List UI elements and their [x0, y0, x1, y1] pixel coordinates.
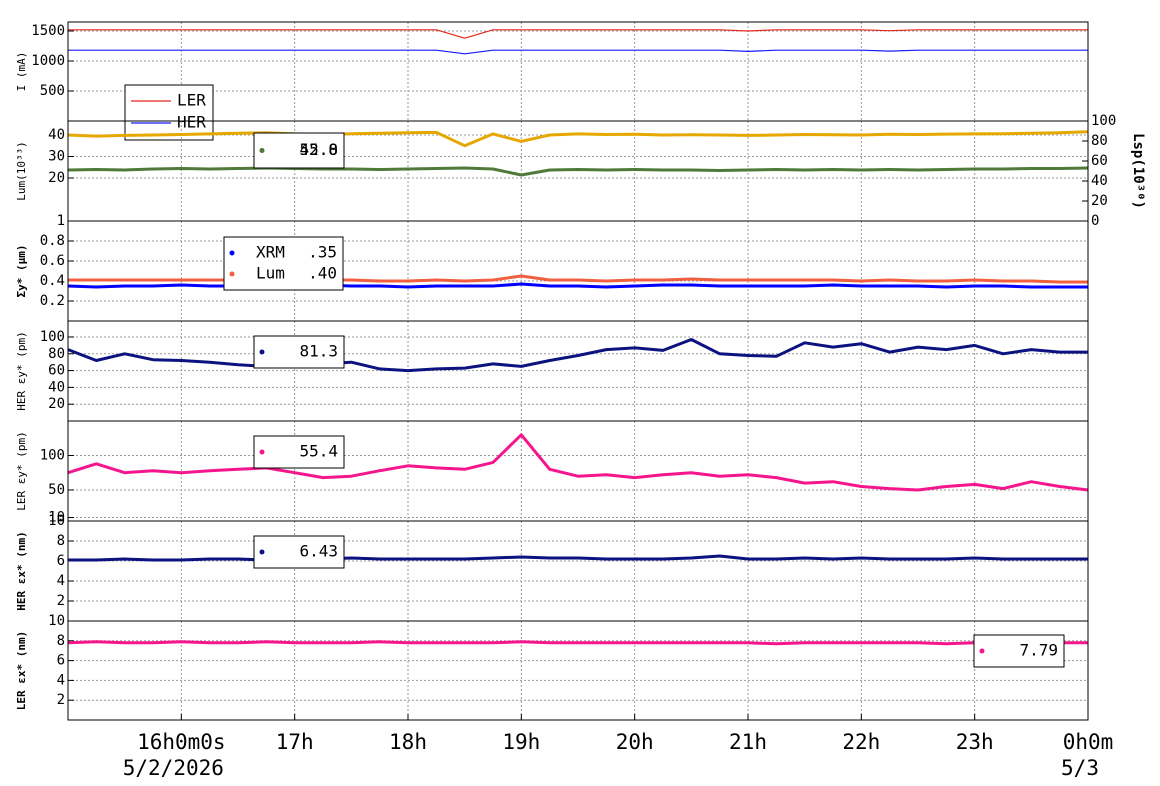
y-tick-label: 40: [48, 127, 65, 143]
legend-box: [253, 435, 345, 469]
x-tick-label: 21h: [729, 730, 767, 754]
y-axis-label: LER εx* (nm): [15, 631, 28, 710]
x-tick-label: 18h: [389, 730, 427, 754]
y-axis-label: HER εy* (pm): [15, 331, 28, 410]
legend-box: [253, 132, 345, 169]
series-line: [67, 130, 1089, 148]
legend-box: [124, 84, 214, 141]
y-axis-label: Σy* (μm): [15, 245, 28, 298]
y-tick-label: 1: [57, 213, 65, 229]
plot-frame: [67, 620, 1089, 721]
y-tick-label: 2: [57, 692, 65, 708]
x-tick-label: 16h0m0s: [137, 730, 226, 754]
legend-dot: [259, 449, 265, 455]
y2-axis-label: Lsp(10³⁰): [1130, 133, 1146, 209]
x-date-label: 5/3: [1061, 756, 1099, 780]
x-tick-label: 22h: [842, 730, 880, 754]
legend-box: [223, 236, 344, 291]
legend-dot: [259, 549, 265, 555]
y-tick-label: 80: [48, 346, 65, 362]
legend-dot: [229, 250, 235, 256]
series-line: [67, 640, 1088, 646]
series-line: [67, 166, 1089, 177]
y-tick-label: 0.8: [40, 233, 65, 249]
plot-frame: [67, 520, 1089, 622]
y-axis-label: I (mA): [15, 52, 28, 92]
series-line: [68, 49, 1088, 55]
legend-name: LER: [177, 91, 206, 110]
legend-box: [253, 335, 345, 369]
y-axis-label: HER εx* (nm): [15, 531, 28, 610]
y-tick-label: 8: [57, 533, 65, 549]
y-tick-label: 50: [48, 482, 65, 498]
y-tick-label: 4: [57, 573, 65, 589]
x-tick-label: 19h: [502, 730, 540, 754]
y-axis-label: LER εy* (pm): [15, 431, 28, 510]
series-line: [68, 29, 1088, 39]
y-tick-label: 10: [48, 510, 65, 526]
y2-tick-label: 20: [1091, 193, 1108, 209]
legend-box: [253, 535, 345, 569]
plot-frame: [67, 220, 1089, 322]
y2-tick-label: 0: [1091, 213, 1099, 229]
y2-tick-label: 60: [1091, 153, 1108, 169]
y-tick-label: 0.2: [40, 293, 65, 309]
y-tick-label: 100: [40, 329, 65, 345]
legend-value: 55.4: [299, 442, 338, 461]
y2-tick-label: 100: [1091, 113, 1116, 129]
y-tick-label: 10: [48, 613, 65, 629]
x-date-label: 5/2/2026: [123, 756, 224, 780]
y-tick-label: 6: [57, 553, 65, 569]
y-tick-label: 1500: [31, 23, 65, 39]
y-axis-label: Lum(10³³): [15, 141, 28, 201]
legend-dot: [979, 648, 985, 654]
y-tick-label: 10: [48, 513, 65, 529]
legend-dot: [259, 148, 265, 153]
legend-name: HER: [177, 113, 206, 132]
series-line: [67, 338, 1088, 373]
legend-dot: [229, 271, 235, 277]
plot-frame: [67, 21, 1089, 122]
y2-tick-label: 80: [1091, 133, 1108, 149]
y-tick-label: 60: [48, 363, 65, 379]
legend-dot: [259, 349, 265, 355]
y-tick-label: 500: [40, 83, 65, 99]
y2-tick-label: 40: [1091, 173, 1108, 189]
y-tick-label: 8: [57, 633, 65, 649]
legend-name: XRM: [256, 243, 285, 262]
series-line: [67, 433, 1089, 492]
y-tick-label: 100: [40, 447, 65, 463]
legend-name: Lum: [256, 264, 285, 283]
legend-value: 81.3: [299, 342, 338, 361]
y-tick-label: 1000: [31, 53, 65, 69]
x-tick-label: 17h: [276, 730, 314, 754]
legend-value: 7.79: [1019, 641, 1058, 660]
legend-value: 55.8: [299, 140, 338, 159]
x-tick-label: 20h: [616, 730, 654, 754]
x-tick-label: 0h0m: [1063, 730, 1114, 754]
legend-value: .40: [308, 264, 337, 283]
series-line: [67, 282, 1088, 289]
y-tick-label: 20: [48, 396, 65, 412]
y-tick-label: 4: [57, 672, 65, 688]
y-tick-label: 30: [48, 148, 65, 164]
y-tick-label: 20: [48, 170, 65, 186]
y-tick-label: 0.6: [40, 253, 65, 269]
x-tick-label: 23h: [956, 730, 994, 754]
series-line: [68, 554, 1088, 562]
legend-value: 42.0: [299, 140, 338, 159]
legend-value: 6.43: [299, 542, 338, 561]
y-tick-label: 0.4: [40, 273, 65, 289]
y-tick-label: 6: [57, 653, 65, 669]
y-tick-label: 40: [48, 379, 65, 395]
y-tick-label: 2: [57, 593, 65, 609]
legend-value: .35: [308, 243, 337, 262]
legend-box: [973, 634, 1065, 668]
series-line: [68, 274, 1088, 284]
